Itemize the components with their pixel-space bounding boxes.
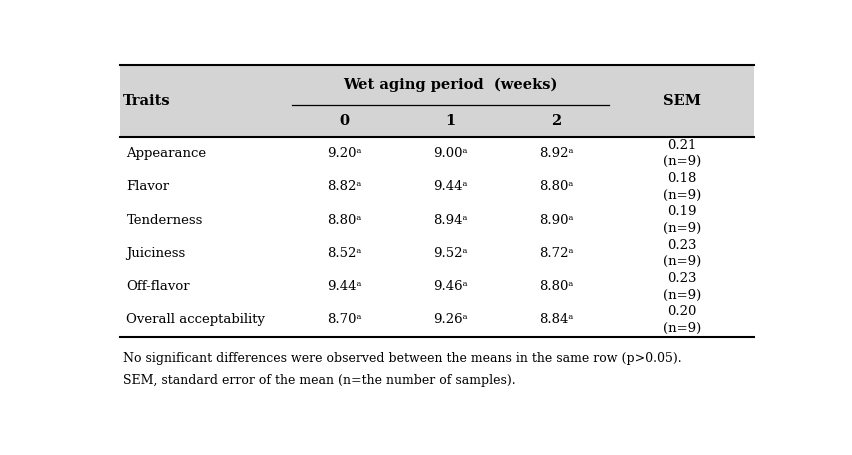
Text: 2: 2 — [550, 114, 561, 128]
Text: Appearance: Appearance — [126, 147, 206, 160]
Text: Tenderness: Tenderness — [126, 214, 203, 227]
Text: Juiciness: Juiciness — [126, 247, 186, 260]
Text: 8.80ᵃ: 8.80ᵃ — [538, 280, 573, 293]
Text: SEM, standard error of the mean (n=the number of samples).: SEM, standard error of the mean (n=the n… — [123, 374, 515, 387]
Text: 8.72ᵃ: 8.72ᵃ — [538, 247, 573, 260]
Text: 1: 1 — [445, 114, 455, 128]
Text: 0.21
(n=9): 0.21 (n=9) — [662, 139, 700, 168]
Text: 9.00ᵃ: 9.00ᵃ — [433, 147, 467, 160]
Text: SEM: SEM — [662, 94, 700, 108]
Text: 0: 0 — [339, 114, 349, 128]
Text: 8.80ᵃ: 8.80ᵃ — [327, 214, 361, 227]
Text: Traits: Traits — [123, 94, 170, 108]
Text: 8.90ᵃ: 8.90ᵃ — [538, 214, 573, 227]
Text: 8.84ᵃ: 8.84ᵃ — [538, 313, 573, 327]
Text: 0.19
(n=9): 0.19 (n=9) — [662, 205, 700, 235]
Text: Wet aging period  (weeks): Wet aging period (weeks) — [343, 78, 557, 92]
Text: 9.44ᵃ: 9.44ᵃ — [433, 180, 467, 193]
Text: Overall acceptability: Overall acceptability — [126, 313, 265, 327]
Text: 9.20ᵃ: 9.20ᵃ — [327, 147, 361, 160]
Text: 8.80ᵃ: 8.80ᵃ — [538, 180, 573, 193]
Text: 8.92ᵃ: 8.92ᵃ — [538, 147, 573, 160]
Text: Off-flavor: Off-flavor — [126, 280, 190, 293]
Text: 8.52ᵃ: 8.52ᵃ — [327, 247, 361, 260]
Text: 0.18
(n=9): 0.18 (n=9) — [662, 172, 700, 202]
Text: 8.82ᵃ: 8.82ᵃ — [327, 180, 361, 193]
Text: Flavor: Flavor — [126, 180, 170, 193]
Text: 0.23
(n=9): 0.23 (n=9) — [662, 239, 700, 268]
Text: 8.70ᵃ: 8.70ᵃ — [327, 313, 361, 327]
Text: 0.23
(n=9): 0.23 (n=9) — [662, 272, 700, 302]
Text: 9.44ᵃ: 9.44ᵃ — [327, 280, 361, 293]
Text: 0.20
(n=9): 0.20 (n=9) — [662, 305, 700, 335]
Text: 9.46ᵃ: 9.46ᵃ — [433, 280, 467, 293]
Text: 8.94ᵃ: 8.94ᵃ — [433, 214, 467, 227]
Text: No significant differences were observed between the means in the same row (p>0.: No significant differences were observed… — [123, 352, 681, 365]
Text: 9.52ᵃ: 9.52ᵃ — [433, 247, 467, 260]
Text: 9.26ᵃ: 9.26ᵃ — [433, 313, 467, 327]
